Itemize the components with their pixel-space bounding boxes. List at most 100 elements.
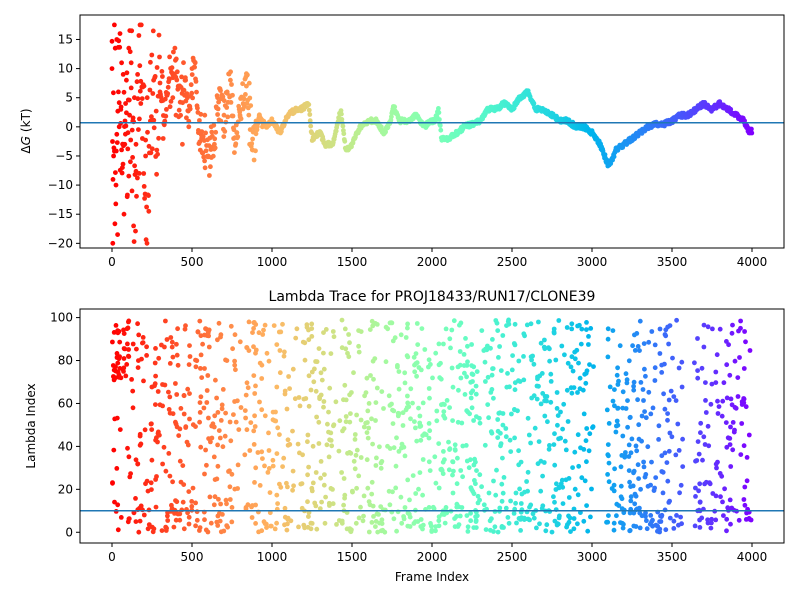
lambda-point	[399, 441, 405, 447]
delta-g-point	[437, 123, 443, 128]
lambda-point	[558, 435, 563, 441]
lambda-point	[309, 334, 315, 339]
delta-g-point	[339, 117, 345, 122]
delta-g-point	[126, 97, 132, 103]
delta-g-point	[211, 122, 217, 128]
lambda-point	[420, 400, 426, 406]
lambda-point	[126, 454, 132, 460]
lambda-point	[471, 364, 477, 370]
lambda-point	[157, 432, 162, 438]
lambda-point	[365, 420, 370, 425]
lambda-point	[374, 322, 380, 327]
lambda-point	[669, 434, 675, 440]
lambda-point	[630, 343, 635, 349]
lambda-point	[508, 449, 514, 454]
lambda-point	[662, 332, 668, 337]
lambda-point	[395, 364, 400, 370]
lambda-point	[123, 373, 129, 379]
lambda-point	[614, 372, 620, 378]
lambda-point	[121, 346, 127, 351]
lambda-point	[653, 475, 659, 480]
lambda-point	[316, 441, 322, 446]
lambda-point	[342, 326, 348, 332]
lambda-point	[321, 330, 326, 335]
delta-g-point	[137, 116, 142, 122]
lambda-point	[465, 343, 470, 349]
delta-g-point	[110, 139, 115, 144]
lambda-point	[660, 490, 666, 496]
lambda-point	[352, 432, 358, 437]
lambda-point	[167, 394, 173, 400]
delta-g-point	[150, 91, 156, 96]
lambda-point	[237, 339, 243, 345]
delta-g-point	[212, 136, 218, 142]
lambda-point	[343, 419, 349, 425]
lambda-point	[242, 452, 248, 458]
lambda-x-tick-label: 1500	[337, 550, 368, 564]
lambda-point	[709, 381, 715, 387]
lambda-point	[633, 443, 639, 449]
lambda-point	[223, 497, 229, 503]
delta-g-point	[141, 171, 147, 176]
lambda-point	[321, 366, 327, 372]
lambda-point	[670, 355, 675, 361]
lambda-point	[236, 427, 242, 432]
delta-g-point	[248, 103, 254, 108]
delta-g-point	[168, 99, 174, 104]
lambda-point	[209, 435, 215, 441]
lambda-point	[548, 371, 554, 377]
lambda-point	[310, 480, 316, 486]
lambda-point	[605, 442, 611, 447]
lambda-point	[617, 343, 623, 349]
lambda-point	[563, 477, 569, 483]
lambda-point	[145, 526, 151, 532]
lambda-point	[468, 518, 474, 524]
lambda-point	[347, 392, 352, 398]
delta-g-points	[109, 22, 755, 246]
lambda-point	[220, 444, 226, 450]
lambda-point	[152, 360, 158, 366]
delta-g-point	[165, 84, 171, 90]
lambda-point	[169, 506, 175, 511]
lambda-point	[373, 524, 378, 529]
lambda-point	[615, 406, 621, 411]
lambda-point	[477, 415, 482, 421]
lambda-point	[703, 398, 708, 403]
lambda-point	[166, 389, 171, 395]
lambda-point	[215, 523, 221, 528]
lambda-point	[499, 498, 505, 504]
lambda-point	[223, 410, 229, 416]
lambda-point	[352, 466, 358, 472]
delta-g-point	[213, 129, 219, 135]
lambda-point	[607, 384, 613, 390]
lambda-point	[211, 454, 217, 460]
lambda-point	[440, 471, 446, 477]
lambda-point	[605, 519, 611, 525]
lambda-point	[627, 528, 633, 533]
lambda-point	[645, 444, 651, 450]
lambda-point	[260, 332, 266, 337]
lambda-point	[294, 326, 300, 332]
lambda-point	[631, 383, 636, 389]
lambda-point	[631, 468, 637, 474]
lambda-point	[339, 518, 345, 524]
lambda-point	[584, 459, 589, 465]
lambda-point	[426, 435, 432, 441]
lambda-point	[354, 447, 360, 453]
lambda-point	[375, 529, 381, 535]
lambda-point	[186, 514, 192, 520]
lambda-x-tick-label: 3500	[657, 550, 688, 564]
delta-g-x-tick-label: 2500	[497, 255, 528, 269]
delta-g-point	[333, 128, 339, 134]
lambda-point	[251, 320, 257, 325]
lambda-point	[674, 317, 679, 323]
lambda-point	[585, 528, 591, 534]
lambda-point	[728, 396, 734, 402]
lambda-point	[491, 478, 496, 484]
lambda-x-tick-label: 3000	[577, 550, 608, 564]
lambda-point	[554, 390, 560, 395]
lambda-point	[532, 425, 538, 431]
lambda-point	[735, 375, 741, 380]
lambda-point	[366, 529, 372, 535]
lambda-point	[613, 429, 619, 435]
